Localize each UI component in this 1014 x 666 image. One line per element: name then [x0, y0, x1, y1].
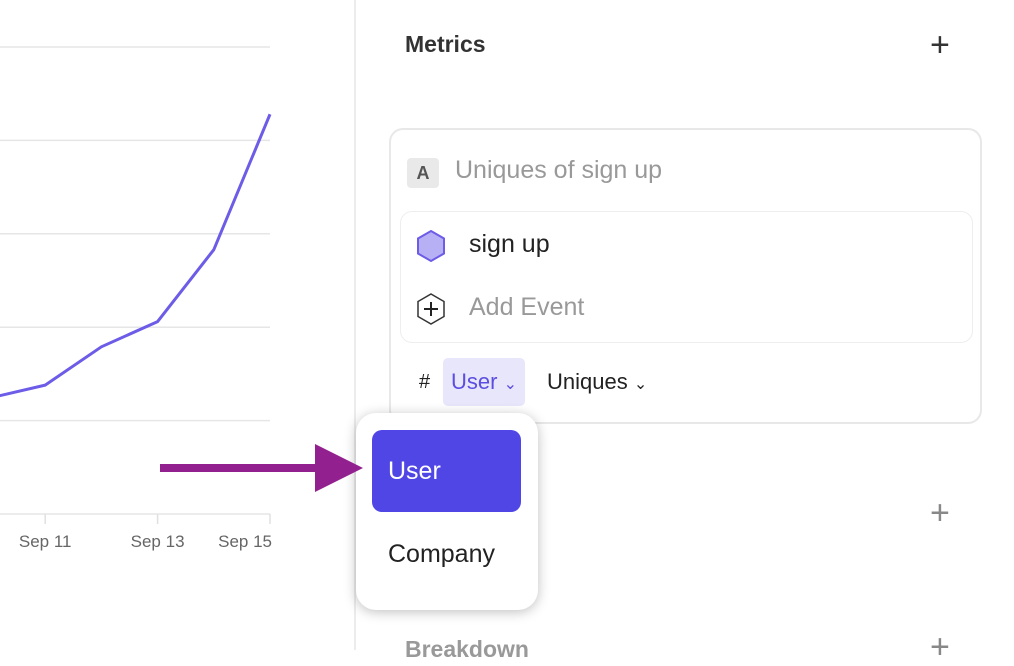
add-section-plus-icon[interactable]: +: [930, 494, 950, 532]
measure-select[interactable]: Uniques ⌄: [539, 358, 655, 406]
hexagon-icon: [417, 229, 445, 263]
events-box: sign up Add Event: [400, 211, 973, 343]
option-user[interactable]: User: [372, 430, 521, 512]
series-line: [0, 113, 272, 398]
add-event-icon[interactable]: [415, 292, 447, 326]
metric-card: A Uniques of sign up sign up Add Event #…: [389, 128, 982, 424]
metrics-title: Metrics: [405, 31, 486, 57]
chevron-down-icon: ⌄: [503, 376, 517, 393]
add-breakdown-plus-icon[interactable]: +: [930, 628, 950, 666]
add-event-button[interactable]: Add Event: [469, 293, 585, 321]
annotation-arrow: [160, 444, 363, 492]
measure-value: Uniques: [547, 369, 628, 394]
option-company[interactable]: Company: [388, 540, 495, 568]
entity-dropdown-menu: User Company: [356, 413, 538, 610]
line-chart: Sep 11 Sep 13 Sep 15: [0, 46, 272, 551]
add-metric-plus-icon[interactable]: +: [930, 26, 950, 64]
metric-title[interactable]: Uniques of sign up: [455, 156, 663, 184]
hash-icon: #: [419, 371, 431, 393]
x-tick-label: Sep 11: [19, 532, 72, 551]
panel-divider: [354, 0, 356, 650]
x-tick-label: Sep 13: [131, 532, 185, 551]
entity-select[interactable]: User ⌄: [443, 358, 525, 406]
metric-letter-badge: A: [407, 158, 439, 188]
entity-value: User: [451, 369, 498, 394]
chevron-down-icon: ⌄: [633, 376, 648, 393]
event-sign-up[interactable]: sign up: [469, 230, 550, 258]
x-tick-label: Sep 15: [218, 532, 272, 551]
